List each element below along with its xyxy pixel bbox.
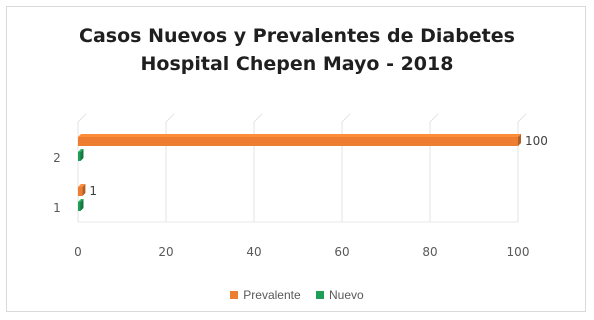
- legend-swatch-nuevo: [316, 291, 325, 299]
- gridline-depth: [77, 113, 87, 123]
- gridline-depth: [341, 113, 351, 123]
- gridline-depth: [253, 113, 263, 123]
- legend-label-nuevo: Nuevo: [329, 288, 364, 302]
- data-label: 100: [525, 134, 548, 148]
- legend-swatch-prevalente: [230, 291, 239, 299]
- bar-end-prevalente: [82, 184, 86, 196]
- bar-prevalente: [78, 137, 518, 146]
- legend-item-nuevo: Nuevo: [316, 288, 364, 302]
- x-tick-label: 100: [507, 245, 530, 259]
- x-tick-label: 80: [422, 245, 437, 259]
- gridline-depth: [517, 113, 527, 123]
- chart-title: Casos Nuevos y Prevalentes de Diabetes H…: [0, 22, 594, 78]
- bar-prevalente: [78, 187, 83, 196]
- chart-frame: [6, 6, 586, 312]
- bar-end-prevalente: [518, 134, 521, 146]
- x-tick-label: 60: [334, 245, 349, 259]
- chart-legend: Prevalente Nuevo: [0, 288, 594, 302]
- bar-end-nuevo: [80, 149, 84, 161]
- bar-top-prevalente: [78, 184, 86, 187]
- bar-top-nuevo: [78, 149, 84, 152]
- x-tick-label: 20: [158, 245, 173, 259]
- legend-label-prevalente: Prevalente: [243, 288, 301, 302]
- gridline-depth: [429, 113, 439, 123]
- bar-end-nuevo: [80, 199, 84, 211]
- legend-item-prevalente: Prevalente: [230, 288, 301, 302]
- bar-top-nuevo: [78, 199, 84, 202]
- chart-title-line1: Casos Nuevos y Prevalentes de Diabetes: [79, 25, 515, 47]
- bar-top-prevalente: [78, 134, 521, 137]
- bar-nuevo: [78, 152, 81, 161]
- gridline-depth: [165, 113, 175, 123]
- bar-nuevo: [78, 202, 81, 211]
- y-tick-label: 1: [53, 201, 61, 215]
- data-label: 1: [89, 184, 97, 198]
- y-tick-label: 2: [53, 151, 61, 165]
- chart-title-line2: Hospital Chepen Mayo - 2018: [140, 53, 454, 75]
- x-tick-label: 0: [74, 245, 82, 259]
- x-tick-label: 40: [246, 245, 261, 259]
